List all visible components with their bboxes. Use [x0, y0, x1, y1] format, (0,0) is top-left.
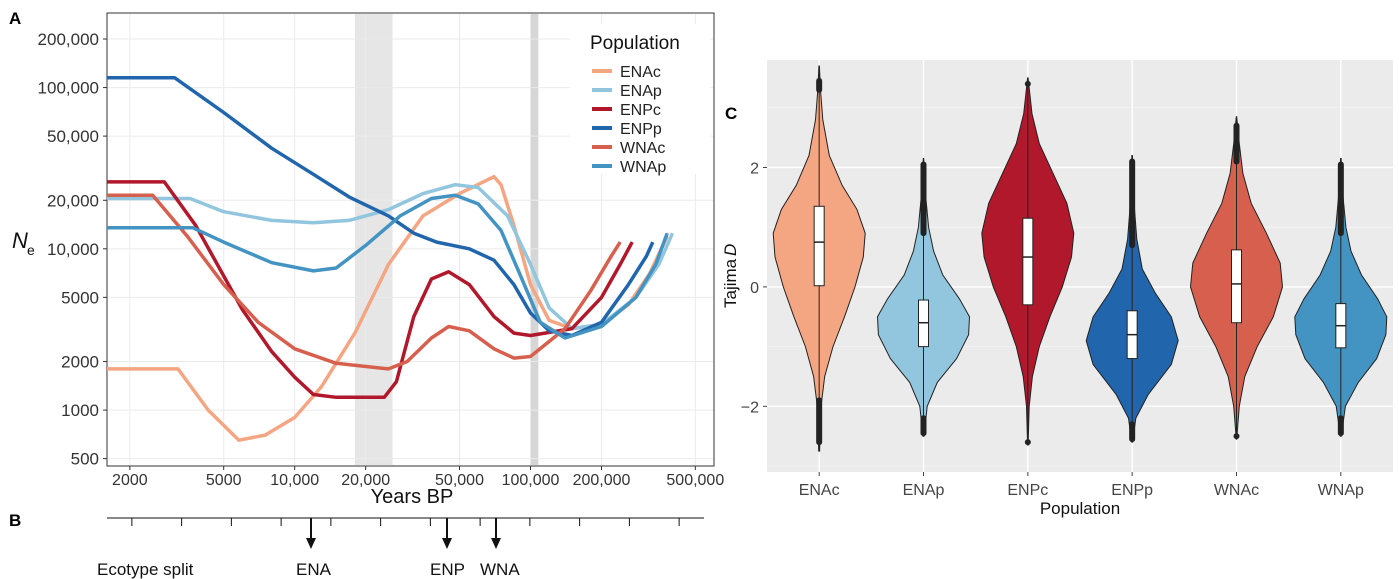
x-tick-label-wnac: WNAc	[1214, 482, 1259, 499]
legend-label-wnap: WNAp	[620, 159, 666, 176]
legend-label-enac: ENAc	[620, 64, 661, 81]
x-tick-label-enap: ENAp	[903, 482, 945, 499]
x-tick-label-enpp: ENPp	[1111, 482, 1153, 499]
panel-c-y-axis-label: Tajima	[721, 258, 740, 308]
series-line-wnap	[107, 193, 669, 340]
y-tick-label: 20,000	[47, 191, 99, 210]
panel-c-y-axis-label-italic: D	[721, 244, 740, 256]
timeline-label-wna: WNA	[480, 560, 520, 579]
legend-label-enpp: ENPp	[620, 121, 662, 138]
x-tick-label: 2000	[112, 472, 148, 489]
panel-label-b: B	[9, 511, 21, 530]
y-tick-label: 10,000	[47, 240, 99, 259]
y-tick-label: 500	[71, 450, 99, 469]
x-tick-label: 200,000	[573, 472, 631, 489]
x-tick-label: 100,000	[502, 472, 560, 489]
panel-a-line-chart: 500 1000 2000 5000 10,000 20,000 50,000 100,000…	[12, 12, 724, 508]
y-tick-label: 50,000	[47, 127, 99, 146]
y-tick-label: 2	[750, 160, 759, 177]
panel-a-legend: Population ENAc ENAp ENPc ENPp WNAc WNAp	[570, 24, 710, 176]
x-tick-label: 5000	[206, 472, 242, 489]
panel-a-y-axis-label: N	[12, 228, 28, 253]
box-wnac	[1231, 249, 1242, 324]
timeline-arrow-ena	[306, 518, 316, 549]
panel-a-x-axis-label: Years BP	[371, 486, 454, 508]
y-tick-label: 5000	[61, 288, 99, 307]
panel-c-y-axis-title: Tajima D	[721, 244, 740, 308]
y-tick-label: 100,000	[38, 79, 99, 98]
timeline-label-ecotype-split: Ecotype split	[97, 560, 194, 579]
legend-label-enap: ENAp	[620, 83, 662, 100]
y-tick-label: 0	[750, 280, 759, 297]
y-tick-label: 2000	[61, 353, 99, 372]
box-enpc	[1022, 217, 1034, 306]
timeline-arrow-wna	[491, 518, 501, 549]
legend-label-enpc: ENPc	[620, 102, 661, 119]
panel-c-violin-chart: 2 0 −2 ENAc ENAp ENPc ENPp WNAc WNAp Population…	[721, 60, 1393, 518]
shaded-band	[530, 14, 539, 465]
series-line-wnac	[107, 193, 622, 371]
x-tick-label-wnap: WNAp	[1318, 482, 1364, 499]
x-tick-label: 50,000	[435, 472, 484, 489]
box-enac	[813, 205, 825, 287]
timeline-arrow-enp	[442, 518, 452, 549]
y-tick-label: 1000	[61, 401, 99, 420]
y-tick-label: 200,000	[38, 30, 99, 49]
x-tick-label-enac: ENAc	[799, 482, 840, 499]
panel-a-y-axis-label-subscript: e	[27, 242, 35, 258]
x-tick-label: 20,000	[341, 472, 390, 489]
legend-label-wnac: WNAc	[620, 140, 665, 157]
y-tick-label: −2	[741, 399, 759, 416]
timeline-label-ena: ENA	[296, 560, 332, 579]
panel-label-c: C	[725, 104, 737, 123]
timeline-label-enp: ENP	[430, 560, 465, 579]
panel-label-a: A	[9, 9, 21, 28]
panel-b-timeline: Ecotype split ENA ENP WNA	[97, 517, 704, 579]
x-tick-label: 500,000	[666, 472, 724, 489]
panel-c-plot-area	[767, 60, 1393, 472]
x-tick-label-enpc: ENPc	[1007, 482, 1048, 499]
panel-c-x-axis-label: Population	[1040, 499, 1120, 518]
legend-title: Population	[590, 33, 680, 54]
series-line-enpp	[107, 76, 655, 338]
x-tick-label: 10,000	[270, 472, 319, 489]
